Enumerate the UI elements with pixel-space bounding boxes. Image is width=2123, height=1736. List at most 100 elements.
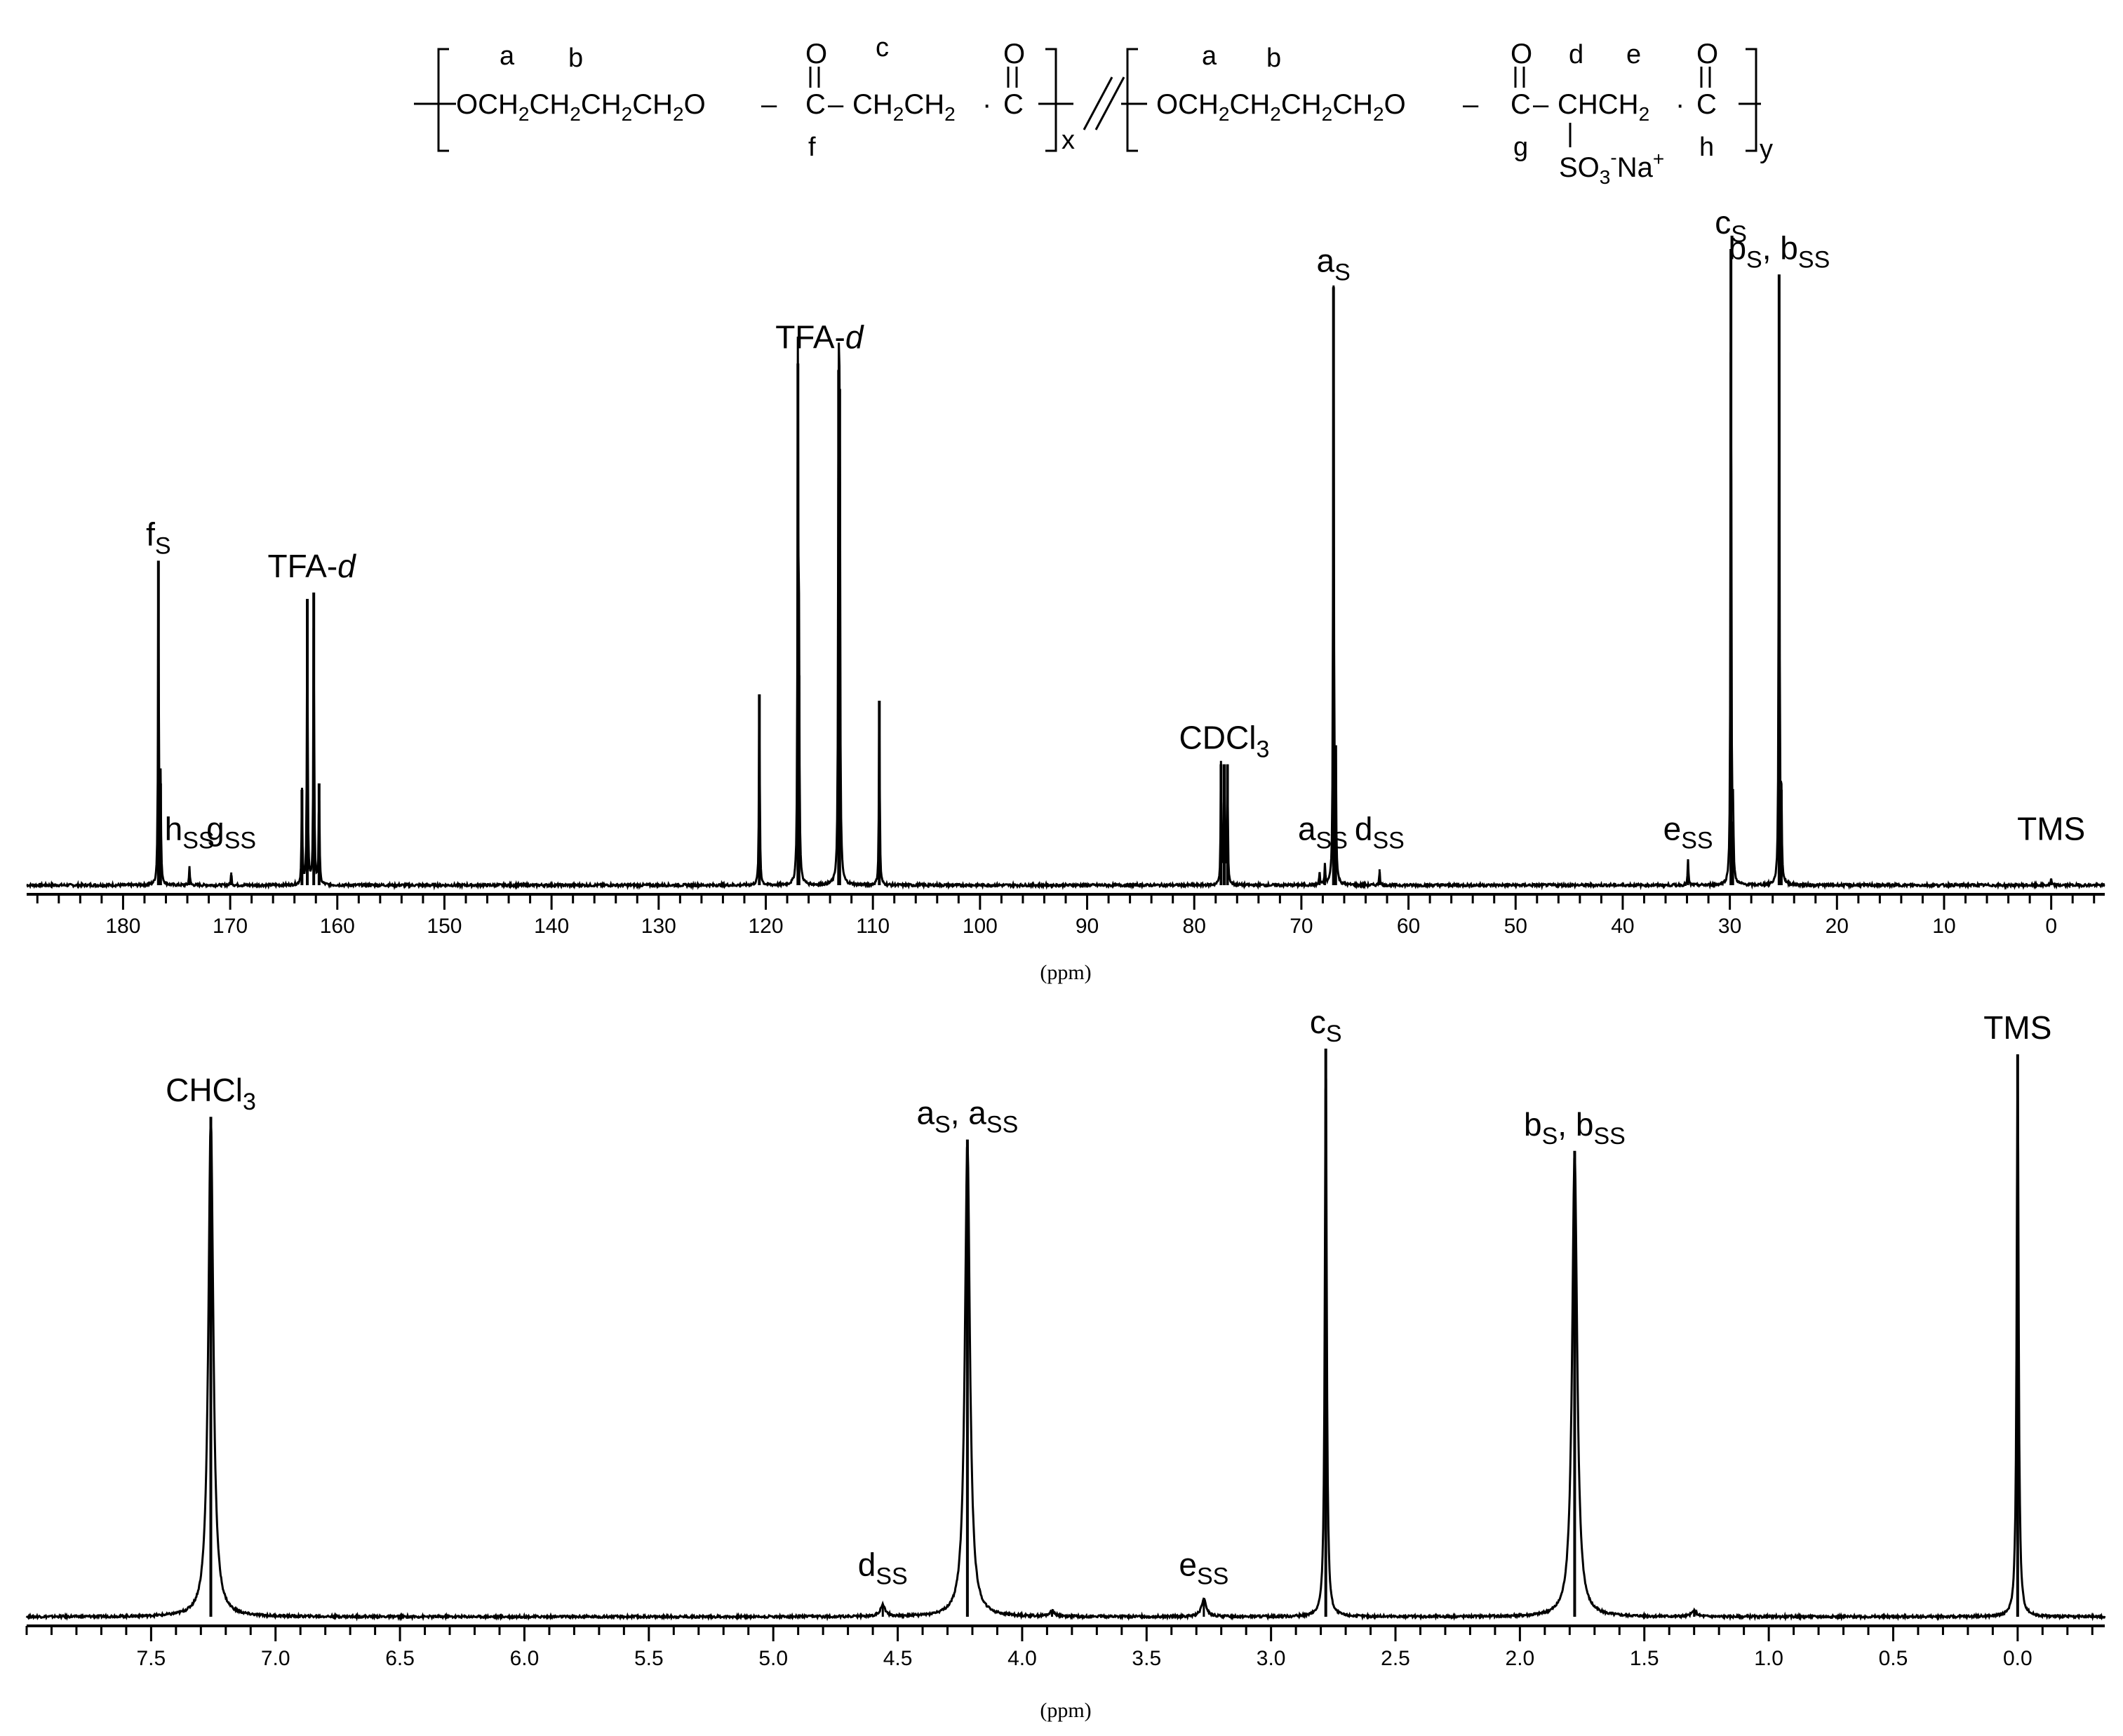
unit1-ethylene: CH2CH2 (852, 89, 956, 125)
peak-annotation: aS (1317, 242, 1351, 285)
peak-annotation: TFA-d (267, 548, 356, 584)
unit2-chain: OCH2CH2CH2CH2O (1156, 89, 1406, 125)
unit1-carbonyl-o-1: O (805, 39, 827, 69)
x-axis-label: (ppm) (1040, 961, 1091, 984)
peak-annotation: CHCl3 (166, 1072, 256, 1115)
tick-label: 130 (641, 915, 676, 938)
peak-annotation: CDCl3 (1179, 720, 1270, 763)
tick-label: 0 (2045, 915, 2057, 938)
copolymer-separator-2 (1094, 76, 1125, 130)
tick-label: 0.5 (1879, 1647, 1908, 1670)
tick-label: 2.5 (1381, 1647, 1410, 1670)
peak-annotation: aS, aSS (916, 1095, 1018, 1138)
unit1-dot: · (982, 89, 991, 120)
unit1-dash-2: – (828, 89, 844, 120)
tick-label: 5.5 (634, 1647, 664, 1670)
peak-annotation: cS (1310, 1004, 1342, 1047)
unit2-letter-e: e (1626, 40, 1641, 69)
unit2-carbonyl-c-1: C (1511, 89, 1531, 120)
tick-label: 70 (1290, 915, 1313, 938)
peak-annotation: gSS (206, 811, 256, 854)
peak-annotation: TMS (1983, 1009, 2051, 1046)
tick-label: 80 (1183, 915, 1206, 938)
unit1-letter-b: b (568, 43, 583, 73)
unit2-letter-g: g (1513, 133, 1528, 162)
tick-label: 100 (963, 915, 998, 938)
tick-label: 7.0 (261, 1647, 290, 1670)
tick-label: 2.0 (1506, 1647, 1535, 1670)
tick-label: 10 (1932, 915, 1955, 938)
tick-label: 150 (427, 915, 462, 938)
unit2-letter-h: h (1699, 133, 1714, 162)
spectrum-trace (25, 1056, 2106, 1622)
peak-annotation: fS (146, 516, 170, 559)
unit2-carbonyl-o-2: O (1696, 39, 1718, 69)
unit1-chain: OCH2CH2CH2CH2O (456, 89, 706, 125)
polymer-structure (414, 48, 1761, 152)
unit2-letter-b: b (1266, 43, 1281, 73)
tick-label: 40 (1611, 915, 1634, 938)
unit1-carbonyl-c-2: C (1003, 89, 1024, 120)
peak-annotation: cS (1715, 204, 1747, 248)
unit1-subscript: x (1062, 126, 1075, 155)
tick-label: 180 (105, 915, 140, 938)
unit2-dot: · (1675, 89, 1685, 120)
tick-label: 120 (748, 915, 783, 938)
tick-label: 170 (213, 915, 248, 938)
peak-annotation: dSS (1355, 811, 1405, 854)
tick-label: 4.0 (1007, 1647, 1037, 1670)
unit2-letter-d: d (1569, 40, 1583, 69)
spectrum-panel-1h: 7.5 7.0 6.5 6.0 5.5 5.0 4.5 4.0 3.5 3.0 2.5 2.0 1.5 1… (25, 1004, 2106, 1722)
tick-label: 30 (1718, 915, 1741, 938)
bracket-right-unit2 (1746, 48, 1757, 152)
unit1-letter-f: f (808, 133, 816, 162)
peak-annotation: bS, bSS (1728, 229, 1830, 273)
peak-annotation: bS, bSS (1524, 1106, 1626, 1150)
peak-annotation: dSS (858, 1546, 908, 1589)
unit2-dash-1: – (1463, 89, 1479, 120)
unit1-dash-1: – (761, 89, 777, 120)
unit1-letter-c: c (876, 33, 889, 62)
peak-annotation: TFA-d (775, 318, 864, 355)
unit1-carbonyl-c-1: C (805, 89, 826, 120)
tick-label: 90 (1076, 915, 1099, 938)
tick-label: 0.0 (2003, 1647, 2032, 1670)
x-axis-label: (ppm) (1040, 1699, 1091, 1722)
tick-label: 50 (1504, 915, 1527, 938)
tick-label: 110 (856, 915, 890, 938)
tick-label: 140 (534, 915, 569, 938)
bracket-left-unit1 (437, 48, 449, 152)
tick-label: 1.5 (1630, 1647, 1659, 1670)
unit2-dash-2: – (1533, 89, 1549, 120)
tick-label: 1.0 (1754, 1647, 1783, 1670)
tick-label: 6.5 (385, 1647, 415, 1670)
tick-label: 160 (320, 915, 355, 938)
tick-label: 60 (1397, 915, 1420, 938)
unit2-letter-a: a (1202, 41, 1217, 71)
peak-annotation: aSS (1298, 811, 1348, 854)
unit2-carbonyl-o-1: O (1511, 39, 1532, 69)
spectrum-panel-13c: 180 170 160 150 140 130 120 110 100 90 80 70 60 50 40 3… (26, 204, 2105, 984)
unit1-letter-a: a (500, 41, 515, 71)
tick-label: 20 (1826, 915, 1849, 938)
peak-annotation: TMS (2017, 811, 2085, 847)
unit2-subscript: y (1760, 135, 1773, 164)
peak-annotation: eSS (1663, 811, 1713, 854)
peak-annotation: eSS (1179, 1546, 1228, 1589)
tick-label: 5.0 (758, 1647, 788, 1670)
unit1-carbonyl-o-2: O (1003, 39, 1025, 69)
sulfonate-group: SO3-Na+ (1559, 147, 1664, 188)
unit2-carbonyl-c-2: C (1696, 89, 1717, 120)
tick-label: 3.0 (1257, 1647, 1286, 1670)
bracket-right-unit1 (1045, 48, 1057, 152)
tick-label: 3.5 (1132, 1647, 1161, 1670)
bracket-left-unit2 (1126, 48, 1138, 152)
spectrum-trace (26, 283, 2105, 891)
tick-label: 6.0 (510, 1647, 540, 1670)
copolymer-separator-1 (1083, 76, 1113, 130)
unit2-chain-2: CHCH2 (1558, 89, 1649, 125)
tick-label: 4.5 (883, 1647, 913, 1670)
tick-label: 7.5 (137, 1647, 166, 1670)
